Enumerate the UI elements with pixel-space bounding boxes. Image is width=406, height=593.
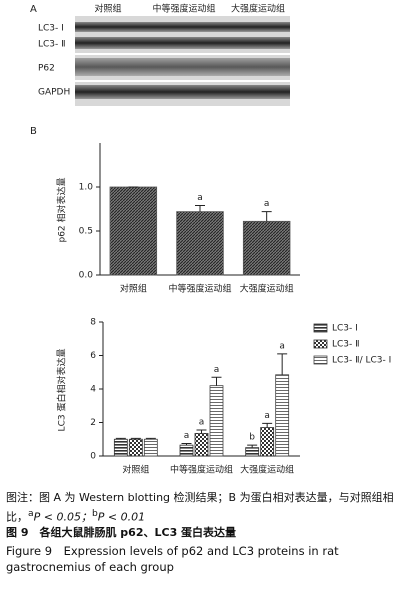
blot-band: [75, 58, 290, 76]
bar: [275, 374, 290, 457]
y-tick-label: 0.5: [79, 227, 93, 237]
blot-band: [75, 37, 290, 49]
significance-label: a: [264, 411, 270, 421]
note-text: 图注：图 A 为 Western blotting 检测结果；B 为蛋白相对表达…: [6, 491, 394, 524]
significance-label: a: [264, 199, 270, 209]
error-bar: [211, 376, 222, 386]
blot-band: [75, 85, 290, 99]
significance-label: a: [197, 193, 203, 203]
caption-title: 图 9 各组大鼠腓肠肌 p62、LC3 蛋白表达量: [6, 526, 237, 539]
significance-label: a: [214, 365, 220, 375]
x-tick-label: 中等强度运动组: [168, 283, 231, 295]
significance-label: a: [279, 341, 285, 351]
row-label: P62: [38, 64, 55, 74]
caption-title-en: Figure 9 Expression levels of p62 and LC…: [6, 544, 339, 574]
legend-swatch: [313, 339, 328, 349]
y-tick-label: 6: [90, 351, 96, 361]
y-tick-label: 0: [90, 452, 96, 462]
note-text: P < 0.01: [97, 510, 146, 524]
blot-band: [75, 22, 290, 32]
blot-gap: [75, 80, 290, 82]
panel-label: A: [30, 4, 37, 15]
error-bar: [247, 444, 258, 448]
row-label: GAPDH: [38, 88, 70, 98]
error-bar: [262, 422, 273, 428]
bar: [109, 186, 158, 276]
note-sup: b: [91, 508, 98, 519]
bar: [245, 447, 260, 457]
y-tick-label: 1.0: [79, 183, 94, 193]
error-bar: [195, 204, 205, 212]
row-label: LC3- Ⅱ: [38, 40, 66, 50]
y-tick-label: 8: [90, 318, 96, 328]
note-text: P < 0.05；: [33, 510, 92, 524]
bar: [260, 427, 275, 457]
y-tick-label: 2: [90, 418, 96, 428]
bar: [143, 438, 158, 457]
bar: [209, 385, 224, 457]
bar: [128, 438, 143, 457]
note-sup: a: [28, 508, 34, 519]
blot-gap: [75, 53, 290, 55]
lane-label: 对照组: [94, 3, 121, 15]
bar: [242, 220, 291, 276]
significance-label: b: [249, 433, 255, 443]
x-tick-label: 对照组: [122, 464, 149, 476]
significance-label: a: [184, 431, 190, 441]
error-bar: [130, 437, 141, 440]
significance-label: a: [199, 418, 205, 428]
x-tick-label: 对照组: [120, 283, 147, 295]
error-bar: [115, 437, 126, 440]
y-tick-label: 0.0: [79, 271, 94, 281]
y-axis-label: LC3 蛋白相对表达量: [56, 349, 68, 432]
y-tick-label: 4: [90, 385, 96, 395]
x-tick-label: 大强度运动组: [240, 283, 294, 295]
legend-label: LC3- Ⅰ: [332, 324, 358, 334]
lane-label: 大强度运动组: [231, 3, 285, 15]
figure: A 对照组 中等强度运动组 大强度运动组 LC3- Ⅰ LC3- Ⅱ P62 G…: [30, 3, 391, 476]
error-bar: [261, 211, 272, 222]
legend-swatch: [313, 355, 328, 365]
row-label: LC3- Ⅰ: [38, 24, 64, 34]
legend-swatch: [313, 323, 328, 333]
y-axis-label: p62 相对表达量: [56, 177, 68, 242]
error-bar: [277, 353, 288, 375]
x-tick-label: 中等强度运动组: [170, 464, 233, 476]
legend-label: LC3- Ⅱ/ LC3- Ⅰ: [332, 356, 391, 366]
legend-label: LC3- Ⅱ: [332, 340, 360, 350]
error-bar: [145, 437, 156, 440]
error-bar: [181, 442, 192, 446]
panel-label: B: [30, 126, 37, 137]
bar: [176, 211, 224, 276]
error-bar: [196, 429, 207, 434]
bar: [194, 432, 209, 457]
bar: [113, 438, 128, 457]
lane-label: 中等强度运动组: [152, 3, 215, 15]
x-tick-label: 大强度运动组: [240, 464, 294, 476]
bar: [179, 444, 194, 457]
caption-note: 图注：图 A 为 Western blotting 检测结果；B 为蛋白相对表达…: [6, 490, 402, 526]
